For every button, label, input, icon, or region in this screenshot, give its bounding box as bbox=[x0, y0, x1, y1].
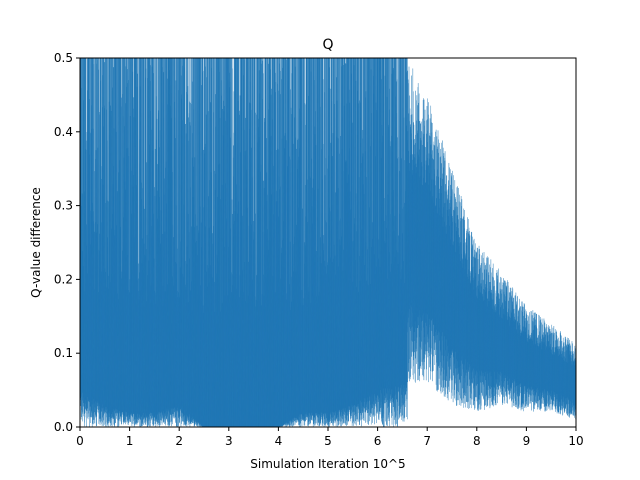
y-axis: 0.0 0.1 0.2 0.3 0.4 0.5 bbox=[54, 51, 80, 434]
y-tick-label: 0.5 bbox=[54, 51, 73, 65]
x-axis-label: Simulation Iteration 10^5 bbox=[250, 457, 405, 471]
y-tick-label: 0.1 bbox=[54, 346, 73, 360]
x-tick-label: 7 bbox=[423, 434, 431, 448]
x-tick-label: 8 bbox=[473, 434, 481, 448]
x-tick-label: 9 bbox=[523, 434, 531, 448]
y-tick-label: 0.3 bbox=[54, 199, 73, 213]
plot-area bbox=[80, 58, 576, 427]
x-axis: 0 1 2 3 4 5 6 7 8 9 10 bbox=[76, 427, 584, 448]
y-tick-label: 0.4 bbox=[54, 125, 73, 139]
y-tick-label: 0.2 bbox=[54, 272, 73, 286]
x-tick-label: 4 bbox=[275, 434, 283, 448]
x-tick-label: 0 bbox=[76, 434, 84, 448]
y-axis-label: Q-value difference bbox=[29, 187, 43, 298]
q-value-series-line bbox=[80, 58, 576, 427]
x-tick-label: 10 bbox=[568, 434, 583, 448]
x-tick-label: 5 bbox=[324, 434, 332, 448]
x-tick-label: 1 bbox=[126, 434, 134, 448]
y-tick-label: 0.0 bbox=[54, 420, 73, 434]
x-tick-label: 2 bbox=[175, 434, 183, 448]
x-tick-label: 3 bbox=[225, 434, 233, 448]
x-tick-label: 6 bbox=[374, 434, 382, 448]
chart-title: Q bbox=[322, 37, 333, 53]
